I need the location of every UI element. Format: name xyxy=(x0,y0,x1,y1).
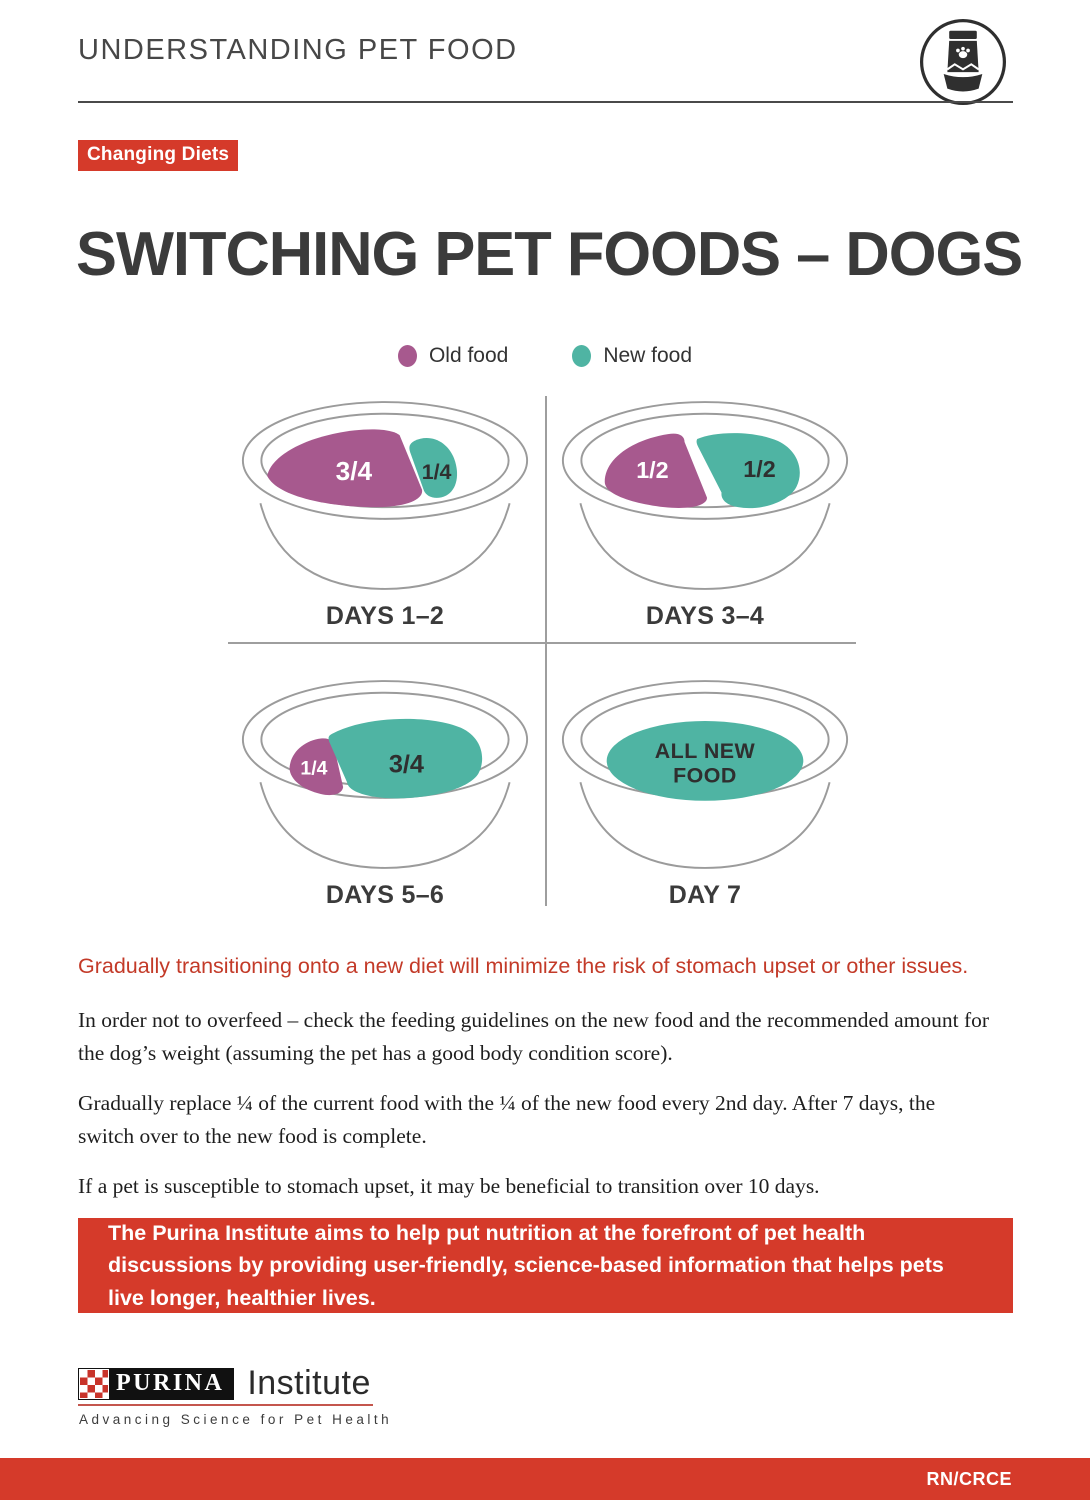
page-title: SWITCHING PET FOODS – DOGS xyxy=(76,220,1023,289)
footer-code: RN/CRCE xyxy=(926,1468,1012,1489)
paragraph-susceptible: If a pet is susceptible to stomach upset… xyxy=(78,1173,820,1198)
body-copy: In order not to overfeed – check the fee… xyxy=(78,1004,990,1219)
logo-suffix-text: Institute xyxy=(247,1364,371,1402)
purina-institute-logo: PURINA Institute xyxy=(78,1364,371,1403)
bowl-row-2: 1/4 3/4 DAYS 5–6 ALL NEW FOOD DAY 7 xyxy=(225,677,865,910)
lead-sentence: Gradually transitioning onto a new diet … xyxy=(78,954,969,978)
paragraph-replace-quarter: Gradually replace ¼ of the current food … xyxy=(78,1090,936,1148)
header-title: UNDERSTANDING PET FOOD xyxy=(78,34,518,66)
legend-new-label: New food xyxy=(603,344,693,367)
fraction-old: 1/2 xyxy=(636,457,668,483)
logo-tagline: Advancing Science for Pet Health xyxy=(79,1412,393,1427)
purina-checkerboard-logo xyxy=(79,1368,109,1399)
bowl-label: DAYS 5–6 xyxy=(325,881,445,909)
bowl-illustration-day-7: ALL NEW FOOD xyxy=(561,680,849,869)
fraction-new: 1/2 xyxy=(743,456,775,482)
purina-logo-box: PURINA xyxy=(78,1367,235,1400)
bowl-label: DAY 7 xyxy=(668,881,742,909)
bowl-day-7: ALL NEW FOOD DAY 7 xyxy=(545,677,865,910)
legend: Old food New food xyxy=(225,344,865,368)
fraction-new: 1/4 xyxy=(422,460,452,484)
bowl-label: DAYS 1–2 xyxy=(325,602,445,630)
bowl-illustration-days-1-2: 3/4 1/4 xyxy=(241,401,529,590)
logo-brand-text: PURINA xyxy=(116,1370,225,1396)
grid-horizontal-divider xyxy=(228,642,856,644)
bowl-days-3-4: 1/2 1/2 DAYS 3–4 xyxy=(545,398,865,631)
legend-item-new-food: New food xyxy=(572,344,692,368)
old-food-dot-icon xyxy=(397,345,417,367)
bowl-diagram-grid: 3/4 1/4 DAYS 1–2 1/2 1/2 DAYS 3–4 xyxy=(225,398,865,910)
logo-underline xyxy=(78,1404,373,1406)
bowl-label: DAYS 3–4 xyxy=(645,602,765,630)
grid-vertical-divider xyxy=(545,396,547,906)
bowl-row-1: 3/4 1/4 DAYS 1–2 1/2 1/2 DAYS 3–4 xyxy=(225,398,865,631)
header-divider xyxy=(78,101,1013,103)
bowl-illustration-days-5-6: 1/4 3/4 xyxy=(241,680,529,869)
fraction-old: 3/4 xyxy=(336,456,373,486)
bowl-illustration-days-3-4: 1/2 1/2 xyxy=(561,401,849,590)
all-new-food-line2: FOOD xyxy=(673,763,737,787)
purina-institute-banner: The Purina Institute aims to help put nu… xyxy=(78,1218,1013,1313)
legend-item-old-food: Old food xyxy=(397,344,509,368)
new-food-dot-icon xyxy=(572,345,592,367)
fraction-old: 1/4 xyxy=(300,758,327,780)
pet-food-bag-and-bowl-icon xyxy=(917,16,1009,108)
all-new-food-line1: ALL NEW xyxy=(655,739,756,763)
fraction-new: 3/4 xyxy=(389,751,424,779)
bowl-days-5-6: 1/4 3/4 DAYS 5–6 xyxy=(225,677,545,910)
bowl-days-1-2: 3/4 1/4 DAYS 1–2 xyxy=(225,398,545,631)
footer-bar: RN/CRCE xyxy=(0,1458,1090,1500)
section-badge: Changing Diets xyxy=(78,140,239,171)
legend-old-label: Old food xyxy=(428,344,509,367)
banner-text: The Purina Institute aims to help put nu… xyxy=(108,1221,944,1310)
paragraph-overfeed: In order not to overfeed – check the fee… xyxy=(78,1008,990,1065)
